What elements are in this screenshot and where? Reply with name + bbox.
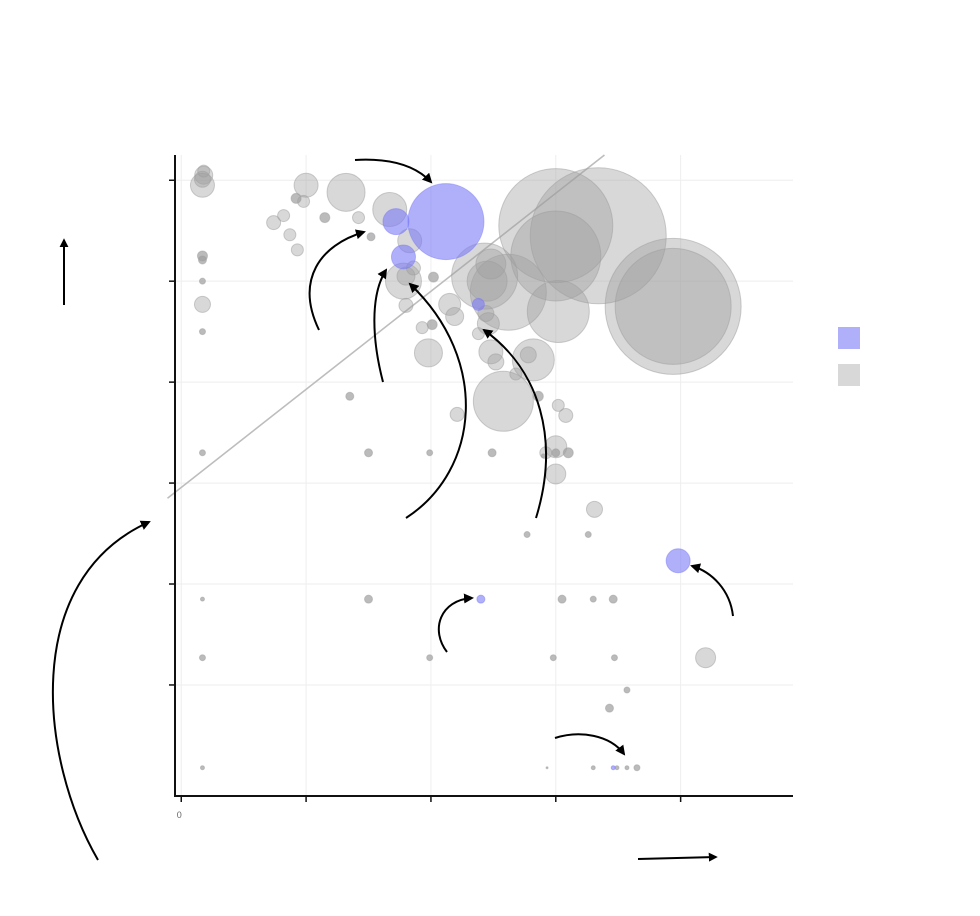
bubble-other bbox=[364, 448, 374, 458]
bubble-layer bbox=[189, 164, 742, 772]
bubble-other bbox=[194, 165, 214, 185]
bubble-other bbox=[623, 686, 631, 694]
bubble-other bbox=[545, 766, 549, 770]
axes: 0 bbox=[169, 155, 793, 820]
bubble-other bbox=[540, 453, 546, 459]
bubble-other bbox=[398, 297, 414, 313]
bubble-other bbox=[293, 172, 319, 198]
bubble-highlighted bbox=[665, 548, 691, 574]
bubble-other bbox=[290, 243, 304, 257]
bubble-highlighted bbox=[390, 244, 416, 270]
bubble-other bbox=[283, 228, 297, 242]
bubble-other bbox=[608, 594, 618, 604]
bubble-other bbox=[526, 279, 590, 343]
bubble-other bbox=[426, 449, 434, 457]
bubble-other bbox=[584, 531, 592, 539]
bubble-other bbox=[266, 215, 282, 231]
bubble-other bbox=[509, 367, 523, 381]
bubble-other bbox=[352, 211, 366, 225]
bubble-other bbox=[589, 595, 597, 603]
annotation-arrows bbox=[51, 158, 734, 862]
annotation-arrow-7 bbox=[554, 733, 626, 756]
bubble-other bbox=[198, 328, 206, 336]
annotation-arrow-2 bbox=[373, 268, 388, 383]
bubble-other bbox=[445, 307, 465, 327]
x-tick-label: 0 bbox=[177, 810, 182, 820]
bubble-other bbox=[449, 406, 465, 422]
bubble-other bbox=[426, 319, 438, 331]
bubble-highlighted bbox=[382, 208, 410, 236]
annotation-arrow-1 bbox=[308, 229, 366, 331]
bubble-other bbox=[472, 370, 534, 432]
bubble-other bbox=[199, 596, 205, 602]
bubble-other bbox=[193, 170, 211, 188]
bubble-other bbox=[413, 338, 443, 368]
bubble-other bbox=[624, 765, 630, 771]
bubble-other bbox=[475, 248, 507, 280]
annotation-arrow-reference-line bbox=[51, 520, 151, 861]
reference-line-layer bbox=[167, 154, 605, 499]
bubble-highlighted bbox=[471, 297, 485, 311]
bubble-other bbox=[366, 232, 376, 242]
bubble-other bbox=[427, 271, 439, 283]
bubble-other bbox=[426, 654, 434, 662]
bubble-highlighted bbox=[476, 594, 486, 604]
bubble-other bbox=[487, 448, 497, 458]
bubble-other bbox=[590, 765, 596, 771]
bubble-other bbox=[551, 398, 565, 412]
legend-swatch-highlighted bbox=[838, 327, 860, 349]
bubble-other bbox=[545, 463, 567, 485]
bubble-other bbox=[604, 237, 742, 375]
bubble-highlighted bbox=[407, 183, 485, 261]
bubble-other bbox=[451, 242, 519, 310]
gridlines bbox=[175, 155, 793, 796]
bubble-other bbox=[558, 407, 574, 423]
bubble-other bbox=[551, 448, 561, 458]
bubble-other bbox=[326, 172, 366, 212]
bubble-other bbox=[498, 168, 614, 284]
reference-line bbox=[167, 154, 605, 499]
bubble-other bbox=[471, 327, 485, 341]
annotation-arrow-5 bbox=[437, 593, 474, 653]
bubble-other bbox=[438, 292, 462, 316]
bubble-other bbox=[549, 654, 557, 662]
bubble-other bbox=[519, 346, 537, 364]
annotation-arrow-top bbox=[354, 158, 433, 184]
annotation-arrow-3 bbox=[405, 282, 467, 519]
legend-swatch-other bbox=[838, 364, 860, 386]
bubble-other bbox=[197, 255, 207, 265]
annotation-arrow-4 bbox=[482, 328, 547, 519]
bubble-highlighted bbox=[610, 765, 616, 771]
bubble-other bbox=[562, 447, 574, 459]
bubble-other bbox=[290, 192, 302, 204]
bubble-other bbox=[557, 594, 567, 604]
annotation-arrow-6 bbox=[690, 563, 734, 617]
bubble-other bbox=[604, 703, 614, 713]
bubble-other bbox=[193, 295, 211, 313]
bubble-other bbox=[614, 247, 732, 365]
bubble-other bbox=[523, 531, 531, 539]
bubble-other bbox=[198, 654, 206, 662]
bubble-other bbox=[277, 209, 291, 223]
bubble-other bbox=[189, 172, 215, 198]
bubble-other bbox=[364, 594, 374, 604]
bubble-other bbox=[478, 339, 504, 365]
bubble-other bbox=[415, 321, 429, 335]
bubble-other bbox=[319, 212, 331, 224]
bubble-other bbox=[199, 765, 205, 771]
axis-arrow-right bbox=[637, 852, 718, 862]
bubble-other bbox=[633, 764, 641, 772]
bubble-other bbox=[610, 654, 618, 662]
bubble-other bbox=[198, 277, 206, 285]
bubble-other bbox=[487, 353, 505, 371]
bubble-other bbox=[695, 647, 717, 669]
bubble-other bbox=[198, 449, 206, 457]
bubble-other bbox=[345, 391, 355, 401]
bubble-other bbox=[529, 167, 667, 305]
bubble-other bbox=[197, 164, 211, 178]
bubble-other bbox=[585, 500, 603, 518]
